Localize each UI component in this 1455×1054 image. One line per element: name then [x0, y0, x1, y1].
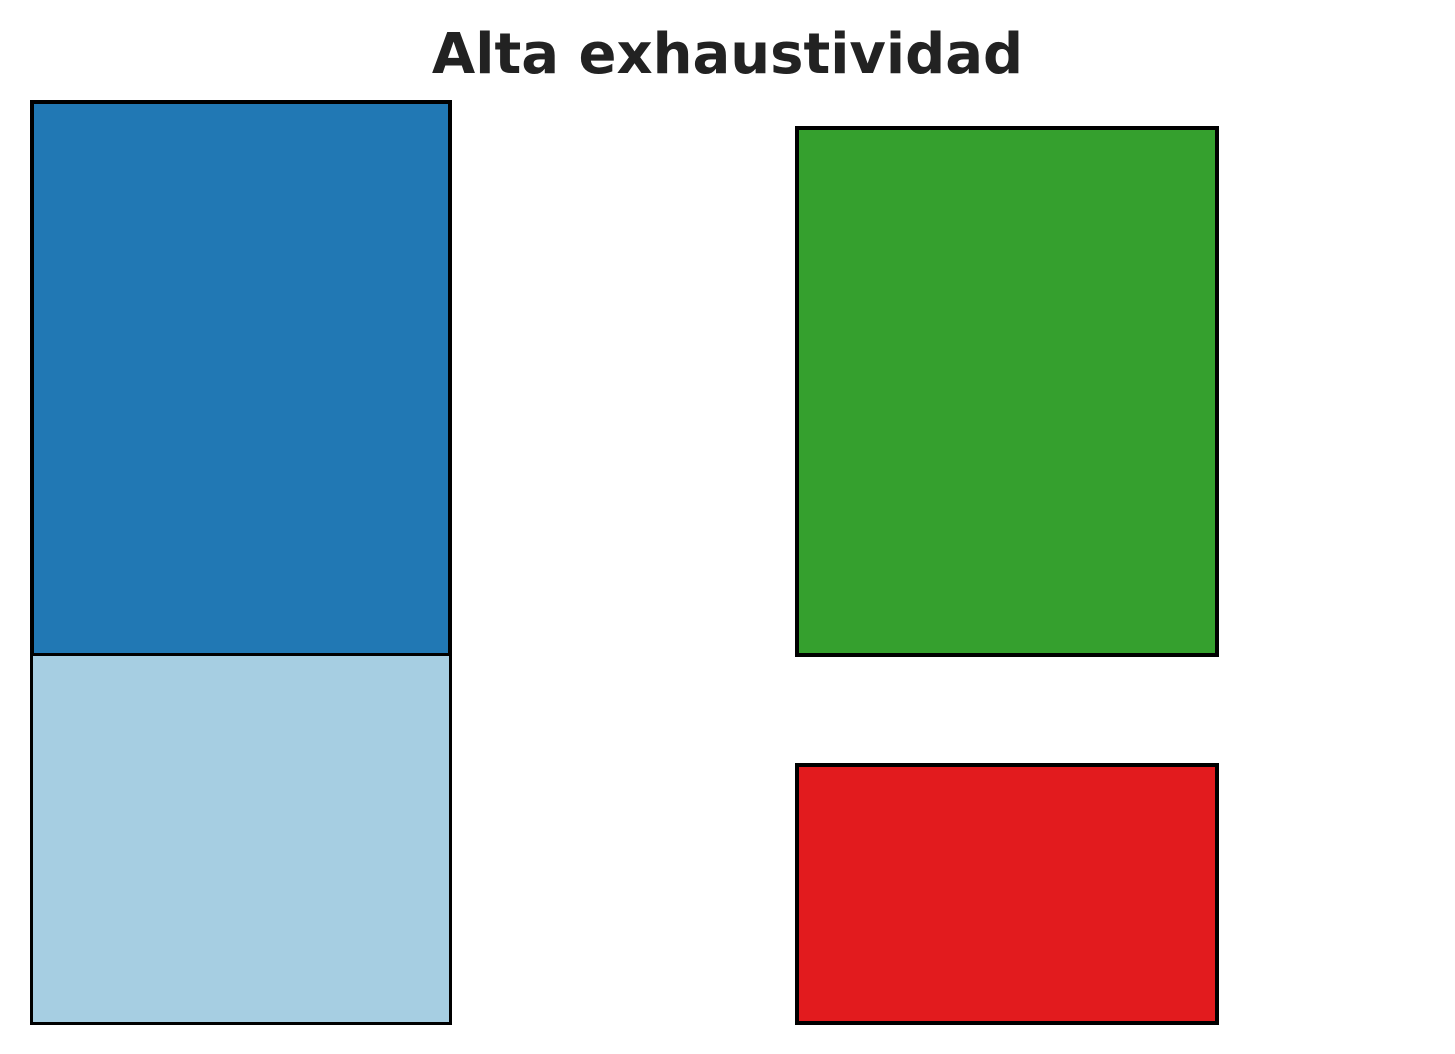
dark-blue-block: [30, 100, 452, 657]
red-block: [795, 763, 1219, 1025]
diagram-title: Alta exhaustividad: [431, 22, 1024, 87]
light-blue-block: [30, 653, 452, 1025]
green-block: [795, 126, 1219, 657]
